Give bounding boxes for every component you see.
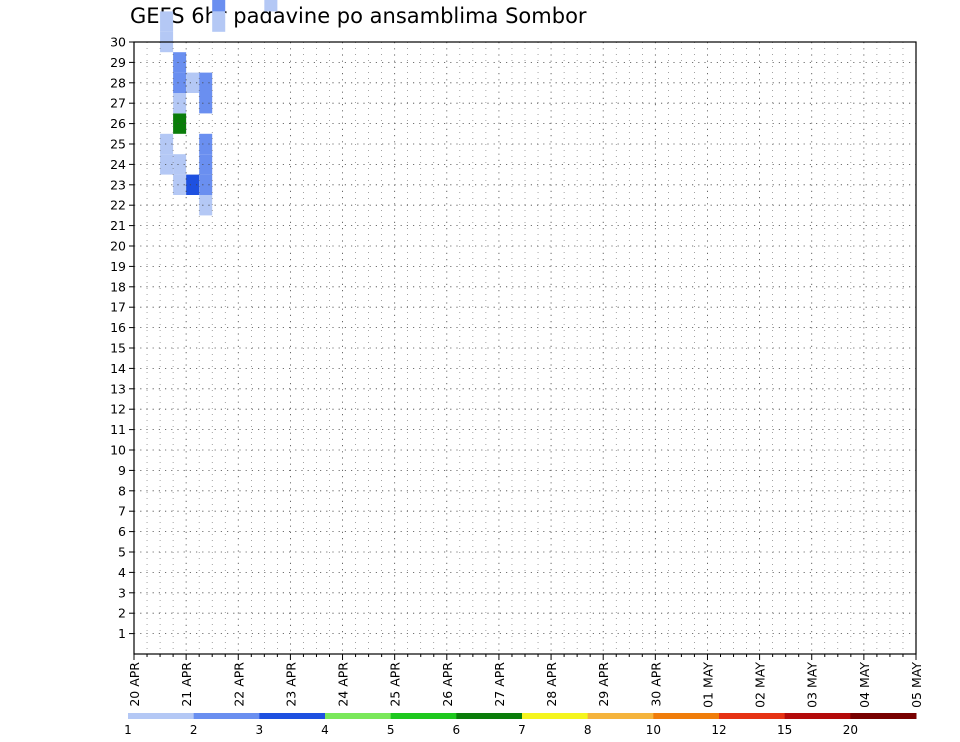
x-tick-label: 02 MAY [753, 662, 768, 708]
y-tick-label: 14 [110, 361, 126, 376]
y-tick-label: 2 [118, 606, 126, 621]
y-tick-label: 3 [118, 585, 126, 600]
y-tick-label: 15 [110, 341, 126, 356]
legend-swatch [653, 713, 720, 719]
legend-label: 15 [777, 723, 792, 737]
y-tick-label: 8 [118, 483, 126, 498]
y-tick-label: 28 [110, 75, 126, 90]
y-tick-label: 18 [110, 279, 126, 294]
heatmap-cell [160, 154, 174, 175]
color-legend: 1 2 3 4 5 6 7 8 10 12 15 20 [124, 713, 917, 737]
legend-label: 1 [124, 723, 132, 737]
x-tick-label: 29 APR [596, 662, 611, 707]
heatmap-cell [199, 195, 213, 216]
x-tick-label: 25 APR [388, 662, 403, 707]
y-tick-label: 19 [110, 259, 126, 274]
x-tick-label: 26 APR [440, 662, 455, 707]
heatmap-cell [199, 72, 213, 93]
legend-swatch [193, 713, 260, 719]
y-tick-label: 6 [118, 524, 126, 539]
legend-swatch [390, 713, 457, 719]
y-tick-label: 27 [110, 96, 126, 111]
legend-swatch [587, 713, 654, 719]
y-tick-label: 10 [110, 443, 126, 458]
y-tick-label: 29 [110, 55, 126, 70]
x-tick-label: 20 APR [127, 662, 142, 707]
legend-label: 3 [256, 723, 264, 737]
x-tick-label: 24 APR [336, 662, 351, 707]
legend-label: 20 [843, 723, 858, 737]
heatmap-cell [186, 174, 200, 195]
legend-swatch [850, 713, 917, 719]
x-tick-label: 03 MAY [805, 662, 820, 708]
heatmap-cell [199, 154, 213, 175]
heatmap-cell [264, 0, 278, 12]
x-tick-label: 04 MAY [857, 662, 872, 708]
x-tick-label: 22 APR [231, 662, 246, 707]
legend-swatch [456, 713, 523, 719]
y-tick-label: 23 [110, 177, 126, 192]
y-tick-label: 25 [110, 137, 126, 152]
x-tick-label: 23 APR [283, 662, 298, 707]
y-tick-label: 4 [118, 565, 126, 580]
heatmap-cell [199, 133, 213, 155]
legend-label: 7 [518, 723, 526, 737]
y-tick-label: 5 [118, 545, 126, 560]
y-tick-label: 12 [110, 402, 126, 417]
heatmap-cell [160, 11, 174, 32]
y-tick-label: 24 [110, 157, 126, 172]
y-tick-label: 13 [110, 381, 126, 396]
y-tick-labels: 1234567891011121314151617181920212223242… [110, 35, 134, 641]
legend-label: 12 [711, 723, 726, 737]
grid-layer [133, 41, 917, 654]
y-tick-label: 30 [110, 35, 126, 50]
heatmap-cell [173, 113, 187, 134]
legend-swatch [719, 713, 786, 719]
y-tick-label: 20 [110, 239, 126, 254]
x-tick-label: 01 MAY [700, 662, 715, 708]
x-tick-label: 28 APR [544, 662, 559, 707]
x-tick-label: 05 MAY [909, 662, 924, 708]
legend-label: 5 [387, 723, 395, 737]
legend-label: 6 [453, 723, 461, 737]
heatmap-cell [212, 11, 226, 32]
y-tick-label: 11 [110, 422, 126, 437]
chart-title: GEFS 6hr padavine po ansamblima Sombor [130, 4, 587, 28]
y-tick-label: 9 [118, 463, 126, 478]
heatmap-cell [186, 72, 200, 93]
legend-label: 8 [584, 723, 592, 737]
y-tick-label: 17 [110, 300, 126, 315]
heatmap-cell [173, 93, 187, 114]
heatmap-cell [199, 174, 213, 195]
x-tick-label: 21 APR [179, 662, 194, 707]
plot-frame [133, 41, 917, 655]
heatmap-cell [199, 93, 213, 114]
legend-label: 10 [646, 723, 661, 737]
heatmap-cell [173, 174, 187, 195]
legend-swatch [522, 713, 589, 719]
heatmap-cell [160, 133, 174, 155]
legend-swatch [325, 713, 392, 719]
legend-swatch [128, 713, 195, 719]
x-tick-labels: 20 APR 21 APR 22 APR 23 APR 24 APR 25 APR 26 A… [127, 654, 924, 708]
heatmap-cell [212, 0, 226, 12]
x-tick-label: 30 APR [648, 662, 663, 707]
heatmap-cell [173, 154, 187, 175]
y-tick-label: 16 [110, 320, 126, 335]
y-tick-label: 26 [110, 116, 126, 131]
cells-layer [160, 0, 278, 216]
x-tick-label: 27 APR [492, 662, 507, 707]
legend-swatch [784, 713, 851, 719]
heatmap-cell [173, 72, 187, 93]
legend-label: 2 [190, 723, 198, 737]
y-tick-label: 22 [110, 198, 126, 213]
y-tick-label: 21 [110, 218, 126, 233]
y-tick-label: 7 [118, 504, 126, 519]
legend-label: 4 [321, 723, 329, 737]
legend-swatch [259, 713, 326, 719]
y-tick-label: 1 [118, 626, 126, 641]
heatmap-cell [173, 52, 187, 73]
